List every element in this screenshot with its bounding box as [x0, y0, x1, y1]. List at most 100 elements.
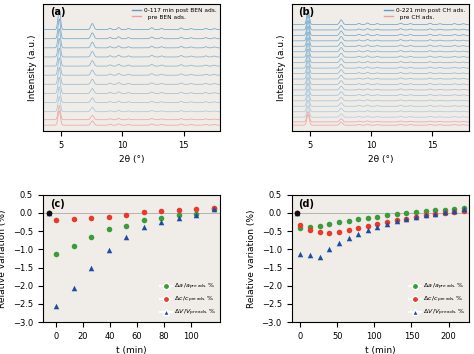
Point	[374, 214, 381, 219]
Point	[335, 219, 343, 225]
Point	[210, 206, 218, 211]
Y-axis label: Relative variation (%): Relative variation (%)	[0, 209, 7, 308]
Point	[355, 217, 362, 222]
Point	[441, 210, 448, 216]
Point	[306, 252, 314, 258]
X-axis label: 2θ (°): 2θ (°)	[368, 155, 393, 164]
Point	[306, 227, 314, 233]
Point	[345, 218, 352, 224]
Point	[70, 285, 77, 290]
Point	[87, 265, 95, 270]
Point	[297, 251, 304, 257]
Point	[345, 227, 352, 233]
Point	[192, 211, 200, 216]
X-axis label: t (min): t (min)	[116, 347, 147, 354]
Point	[355, 225, 362, 231]
Point	[175, 213, 182, 218]
Point	[70, 217, 77, 222]
Point	[326, 230, 333, 236]
Point	[87, 234, 95, 239]
Point	[460, 206, 468, 212]
Point	[210, 206, 218, 212]
Point	[383, 221, 391, 227]
Point	[383, 219, 391, 225]
Point	[297, 225, 304, 231]
Point	[46, 210, 53, 216]
Point	[441, 209, 448, 215]
Point	[293, 210, 301, 216]
Point	[175, 216, 182, 221]
Point	[451, 209, 458, 215]
Point	[105, 227, 112, 232]
Point	[412, 209, 419, 215]
Text: (d): (d)	[299, 199, 315, 209]
X-axis label: t (min): t (min)	[365, 347, 396, 354]
Point	[402, 210, 410, 216]
Point	[157, 219, 165, 225]
Point	[122, 234, 130, 239]
Point	[122, 212, 130, 218]
Point	[293, 210, 301, 216]
Point	[460, 205, 468, 211]
Point	[210, 205, 218, 211]
Text: (b): (b)	[299, 7, 315, 17]
Point	[374, 221, 381, 227]
Point	[422, 208, 429, 214]
Point	[402, 216, 410, 222]
Point	[460, 208, 468, 214]
Point	[364, 223, 372, 229]
Point	[402, 216, 410, 222]
Point	[393, 212, 401, 217]
Text: (c): (c)	[50, 199, 64, 209]
Point	[441, 207, 448, 212]
Point	[345, 235, 352, 241]
Legend: $\Delta a\,/a_{\mathrm{pre\,ads.}}$%, $\Delta c\,/c_{\mathrm{pre\,ads.}}$%, $\De: $\Delta a\,/a_{\mathrm{pre\,ads.}}$%, $\…	[408, 281, 466, 319]
Point	[46, 210, 53, 216]
Point	[70, 243, 77, 249]
Point	[364, 228, 372, 233]
Point	[105, 214, 112, 219]
Point	[451, 208, 458, 213]
Point	[192, 212, 200, 218]
Point	[335, 229, 343, 235]
Point	[175, 207, 182, 213]
Point	[140, 209, 147, 215]
Point	[52, 251, 60, 257]
Point	[326, 246, 333, 252]
Legend: $\Delta a\,/a_{\mathrm{pre\,ads.}}$%, $\Delta c\,/c_{\mathrm{pre\,ads.}}$%, $\De: $\Delta a\,/a_{\mathrm{pre\,ads.}}$%, $\…	[159, 281, 217, 319]
Point	[140, 225, 147, 230]
Point	[364, 215, 372, 221]
Point	[431, 212, 439, 217]
Point	[52, 303, 60, 309]
Point	[297, 222, 304, 227]
Point	[383, 213, 391, 218]
Point	[192, 206, 200, 212]
Point	[122, 223, 130, 228]
Point	[140, 217, 147, 223]
Point	[451, 206, 458, 212]
Point	[412, 214, 419, 220]
Point	[306, 224, 314, 230]
Point	[157, 208, 165, 213]
Text: (a): (a)	[50, 7, 65, 17]
Point	[316, 254, 323, 259]
Point	[326, 221, 333, 227]
Point	[293, 210, 301, 216]
Point	[393, 217, 401, 223]
Point	[374, 224, 381, 230]
Point	[422, 213, 429, 218]
Point	[431, 211, 439, 216]
X-axis label: 2θ (°): 2θ (°)	[119, 155, 144, 164]
Point	[105, 247, 112, 253]
Y-axis label: Intensity (a.u.): Intensity (a.u.)	[28, 34, 37, 101]
Legend: 0-117 min post BEN ads.,   pre BEN ads.: 0-117 min post BEN ads., pre BEN ads.	[131, 6, 218, 21]
Point	[293, 210, 301, 216]
Point	[316, 223, 323, 228]
Point	[355, 231, 362, 237]
Point	[87, 215, 95, 221]
Y-axis label: Relative variation (%): Relative variation (%)	[247, 209, 256, 308]
Point	[335, 241, 343, 246]
Point	[422, 212, 429, 218]
Point	[46, 210, 53, 216]
Point	[52, 217, 60, 223]
